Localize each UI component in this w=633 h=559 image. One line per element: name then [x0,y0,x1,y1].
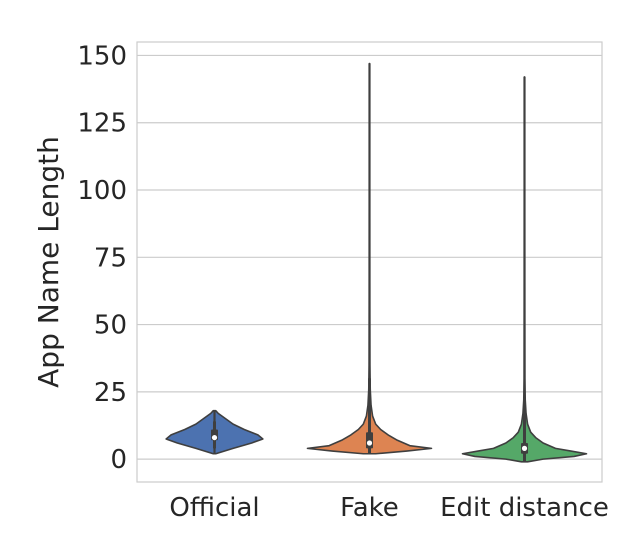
violin-1 [306,62,433,455]
x-tick-labels: Official Fake Edit distance [169,493,609,523]
y-tick-labels: 0 25 50 75 100 125 150 [77,41,127,475]
y-tick-label-3: 75 [94,243,127,273]
y-tick-label-4: 100 [77,176,127,206]
y-axis-label: App Name Length [32,136,65,388]
x-tick-label-0: Official [169,493,259,523]
violin-median-0 [211,434,218,441]
plot-frame [136,41,603,483]
violin-0 [165,409,264,455]
x-tick-label-2: Edit distance [440,493,609,523]
violin-median-2 [521,445,528,451]
x-tick-label-1: Fake [340,493,399,523]
y-tick-label-2: 50 [94,311,127,341]
violin-2 [461,76,588,463]
violin-iqr-box-1 [366,432,373,449]
y-tick-label-6: 150 [77,41,127,71]
y-tick-label-5: 125 [77,109,127,139]
y-tick-label-1: 25 [94,378,127,408]
y-tick-label-0: 0 [110,445,127,475]
violin-median-1 [366,440,373,446]
violins [165,62,588,463]
